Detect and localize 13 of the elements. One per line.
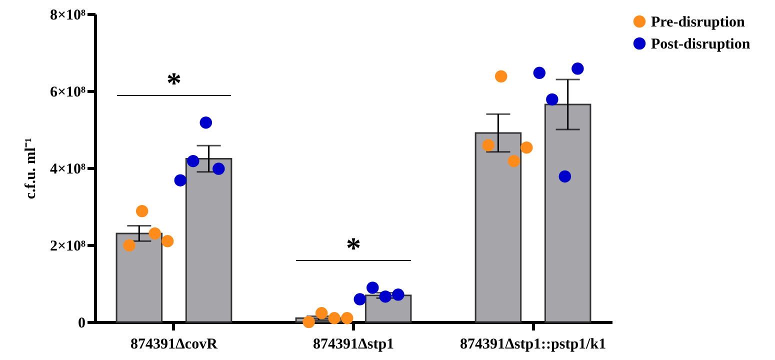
x-tick-label: 874391Δstp1 bbox=[312, 336, 394, 352]
y-axis-title: c.f.u. ml⁻¹ bbox=[22, 138, 39, 200]
annotation: * bbox=[165, 66, 182, 100]
y-tick-label: 0 bbox=[78, 316, 86, 332]
y-tick-label: 8×10⁸ bbox=[50, 8, 86, 24]
y-tick-label: 2×10⁸ bbox=[50, 238, 86, 254]
legend-label: Post-disruption bbox=[651, 36, 751, 52]
annotation: * bbox=[344, 232, 362, 265]
x-tick-label: 874391ΔcovR bbox=[130, 336, 218, 352]
legend-label: Pre-disruption bbox=[651, 14, 746, 30]
y-tick-label: 4×10⁸ bbox=[50, 162, 86, 178]
y-tick-label: 6×10⁸ bbox=[50, 84, 86, 100]
x-tick-label: 874391Δstp1::pstp1/k1 bbox=[460, 336, 606, 352]
